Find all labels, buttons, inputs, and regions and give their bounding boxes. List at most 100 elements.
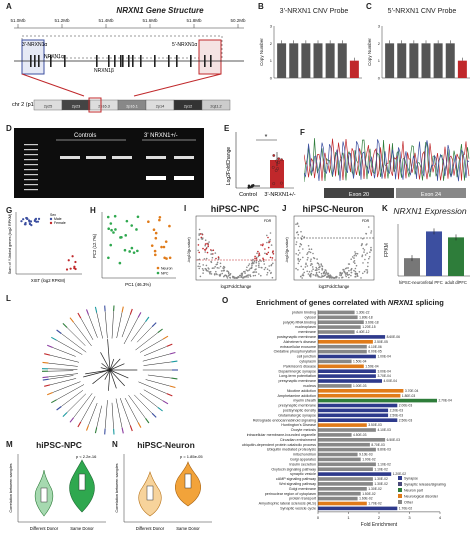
i-gene-point <box>210 249 213 252</box>
o-category-label: mitochondrion <box>293 453 316 457</box>
o-xtick-label: 2 <box>378 515 381 520</box>
o-value-label: 3.50E-03 <box>368 423 382 427</box>
o-bar <box>318 330 355 334</box>
l-leaf-branch <box>52 381 81 393</box>
o-category-label: Retrograde endocannabinoid signaling <box>253 418 316 422</box>
i-gene-point <box>231 275 234 278</box>
i-gene-point <box>210 261 213 264</box>
l-leaf-branch <box>56 339 83 355</box>
h-legend-neuron: Neuron <box>161 267 173 271</box>
h-npc-point <box>135 228 138 231</box>
k-category-label: fetal PFC <box>425 280 442 285</box>
l-leaf-branch <box>124 397 139 423</box>
i-gene-point <box>258 266 260 269</box>
j-gene-point <box>295 241 298 243</box>
j-gene-point <box>304 266 307 268</box>
l-leaf-branch <box>138 381 167 394</box>
a-exon <box>108 55 110 67</box>
o-value-label: 1.50E-04 <box>365 364 379 368</box>
j-xlabel: log2FoldChange <box>319 284 350 289</box>
j-gene-point <box>311 266 314 268</box>
o-title-gene: NRXN1 <box>387 298 414 307</box>
a-exon <box>114 55 116 67</box>
i-gene-point <box>216 273 218 276</box>
j-gene-point <box>365 244 367 246</box>
l-leaf-branch <box>61 390 84 407</box>
ladder-band <box>24 159 38 161</box>
a-ruler: 51.0Mb 51.2Mb 51.4Mb 51.6Mb 51.8Mb 50.2Mb <box>10 18 246 29</box>
i-gene-point <box>202 272 204 274</box>
a-exon <box>96 55 98 67</box>
o-title-pre: Enrichment of genes correlated with <box>256 298 388 307</box>
panel-label-a: A <box>6 2 12 11</box>
l-inner-branch <box>85 369 111 375</box>
o-bar <box>318 393 401 398</box>
l-leaf-tip <box>51 336 57 341</box>
o-value-label: 3.60E-18 <box>365 320 379 324</box>
l-inner-branch <box>109 358 121 371</box>
i-gene-point <box>204 249 206 251</box>
i-gene-point <box>246 274 249 277</box>
j-gene-point <box>295 267 297 270</box>
h-neuron-point <box>164 240 168 243</box>
i-gene-point <box>255 260 258 262</box>
i-gene-point <box>201 232 203 235</box>
i-gene-point <box>254 257 256 260</box>
i-gene-point <box>256 256 258 259</box>
j-gene-point <box>351 256 354 258</box>
ladder-band <box>24 179 38 181</box>
i-gene-point <box>204 251 206 253</box>
o-bar <box>318 501 367 506</box>
l-inner-branch <box>109 369 129 379</box>
o-bar <box>318 344 367 349</box>
b-ylabel: Copy Number <box>259 38 264 66</box>
h-npc-point <box>120 235 123 239</box>
del-band-lower <box>146 176 166 180</box>
i-gene-point <box>213 267 215 269</box>
j-gene-point <box>308 270 311 273</box>
i-gene-point <box>252 274 255 277</box>
j-gene-point <box>325 269 327 272</box>
i-gene-point <box>198 233 200 235</box>
o-value-label: 1.70E-02 <box>399 507 413 511</box>
j-gene-point <box>297 249 300 252</box>
a-ruler-label: 50.2Mb <box>230 18 246 23</box>
h-neuron-point <box>153 249 157 253</box>
i-gene-point <box>207 270 209 272</box>
j-gene-point <box>300 265 302 268</box>
c-bar <box>385 43 395 78</box>
i-gene-point <box>242 276 245 279</box>
l-leaf-branch <box>145 379 170 387</box>
j-gene-point <box>354 276 356 278</box>
i-gene-point <box>199 265 201 268</box>
l-leaf-branch <box>88 402 98 426</box>
l-leaf-tip <box>69 417 75 423</box>
i-gene-point <box>209 273 211 275</box>
j-gene-point <box>296 231 298 234</box>
l-leaf-tip <box>62 323 68 328</box>
o-bar <box>318 364 364 369</box>
j-gene-point <box>300 275 302 278</box>
i-gene-point <box>208 241 210 243</box>
i-gene-point <box>258 254 261 256</box>
chrom-band-label: 2p23 <box>72 105 80 109</box>
a-exon <box>154 55 156 67</box>
o-bar <box>318 398 437 403</box>
i-gene-point <box>262 243 264 245</box>
probe5-label: 5'-NRXN1α <box>172 42 197 48</box>
l-leaf-branch <box>111 311 114 339</box>
o-bar <box>318 335 386 339</box>
l-leaf-tip <box>42 376 49 379</box>
g-male-point <box>20 220 23 223</box>
ladder-band <box>24 174 38 176</box>
j-ylabel: -log10(p-value) <box>285 237 289 263</box>
o-category-label: Ubiquitin mediated proteolysis <box>267 448 316 452</box>
j-gene-point <box>316 269 318 271</box>
l-inner-branch <box>109 369 125 387</box>
i-gene-point <box>223 266 226 269</box>
i-gene-point <box>260 244 262 246</box>
i-gene-point <box>253 260 256 262</box>
o-bar <box>318 423 367 427</box>
i-gene-point <box>266 253 268 255</box>
l-leaf-branch <box>80 396 96 423</box>
